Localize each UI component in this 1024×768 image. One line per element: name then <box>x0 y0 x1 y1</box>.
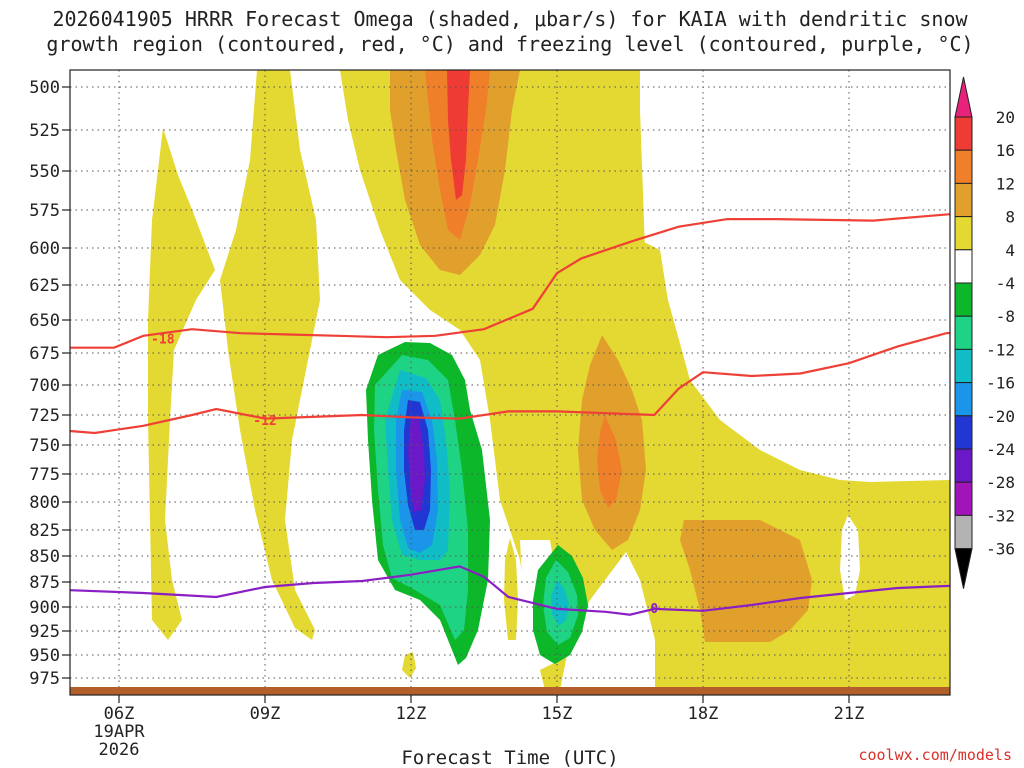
colorbar-label: 12 <box>996 174 1015 193</box>
colorbar-bottom-arrow <box>954 548 973 589</box>
x-tick-label: 15Z <box>542 704 573 724</box>
y-tick-label: 775 <box>29 465 60 485</box>
contour-freezing_level_0 <box>70 565 950 616</box>
contour-labels: -18 -12 0 <box>151 332 658 617</box>
x-tick-label: 21Z <box>834 704 865 724</box>
colorbar-swatch <box>954 149 973 184</box>
x-tick-label: 06Z <box>104 704 135 724</box>
colorbar-label: 20 <box>996 108 1015 127</box>
omega-shading <box>148 70 950 690</box>
plot-grid <box>70 70 950 695</box>
colorbar-swatch <box>954 182 973 218</box>
contour-lines <box>70 213 950 616</box>
colorbar-label: 16 <box>996 141 1015 160</box>
y-tick-label: 900 <box>29 598 60 618</box>
descent-core-15z-cyan <box>551 580 569 626</box>
colorbar-label: -8 <box>996 307 1015 326</box>
y-tick-label: 925 <box>29 622 60 642</box>
y-tick-label: 800 <box>29 493 60 513</box>
colorbar-swatch <box>954 282 973 317</box>
colorbar-label: 4 <box>1005 241 1015 260</box>
colorbar-swatch <box>954 348 973 384</box>
ground-surface-strip <box>70 687 950 695</box>
y-tick-label: 750 <box>29 436 60 456</box>
weak-ascent-blob-12z-sfc <box>402 652 416 678</box>
y-tick-label: 550 <box>29 162 60 182</box>
colorbar-label: -16 <box>986 374 1015 393</box>
x-tick-date-label: 19APR <box>93 722 145 742</box>
y-tick-label: 950 <box>29 646 60 666</box>
contour-dgz_-12 <box>70 331 950 435</box>
descent-core-12z-purple <box>408 418 425 512</box>
ascent-gold-lowlevel-east <box>680 520 812 642</box>
ascent-secondary-orange <box>597 415 622 508</box>
y-tick-label: 600 <box>29 239 60 259</box>
colorbar-swatch <box>954 514 973 550</box>
colorbar-label: 8 <box>1005 208 1015 227</box>
colorbar-swatch <box>954 116 973 151</box>
y-tick-label: 650 <box>29 311 60 331</box>
y-tick-label: 575 <box>29 201 60 221</box>
colorbar-label: -20 <box>986 407 1015 426</box>
y-tick-label: 850 <box>29 547 60 567</box>
y-tick-label: 500 <box>29 78 60 98</box>
no-vertical-motion-gap-east <box>840 515 860 600</box>
colorbar-label: -4 <box>996 274 1015 293</box>
chart-title-line1: 2026041905 HRRR Forecast Omega (shaded, … <box>52 7 968 31</box>
x-tick-year-label: 2026 <box>99 740 140 760</box>
y-tick-label: 825 <box>29 521 60 541</box>
y-tick-label: 675 <box>29 344 60 364</box>
colorbar-label: -28 <box>986 473 1015 492</box>
colorbar-label: -24 <box>986 440 1015 459</box>
contour-label-freezing: 0 <box>650 602 658 617</box>
credit-text: coolwx.com/models <box>858 746 1012 764</box>
colorbar-label: -12 <box>986 340 1015 359</box>
x-tick-label: 09Z <box>250 704 281 724</box>
colorbar-label: -36 <box>986 540 1015 559</box>
weak-ascent-sliver-14z <box>504 538 518 640</box>
colorbar-swatch <box>954 315 973 350</box>
x-axis-label: Forecast Time (UTC) <box>401 747 618 768</box>
colorbar-swatch <box>954 481 973 516</box>
x-tick-label: 18Z <box>688 704 719 724</box>
y-tick-label: 975 <box>29 669 60 689</box>
colorbar-swatch <box>954 415 973 450</box>
ascent-red-core <box>447 70 470 200</box>
chart-title-line2: growth region (contoured, red, °C) and f… <box>46 32 973 56</box>
x-tick-label: 12Z <box>396 704 427 724</box>
y-axis-ticks: 500 525 550 575 600 625 650 675 700 725 750 775 800 8… <box>29 78 70 689</box>
weak-ascent-band-0830-1030 <box>220 70 320 640</box>
y-tick-label: 625 <box>29 276 60 296</box>
y-tick-label: 875 <box>29 573 60 593</box>
colorbar-swatch <box>954 448 973 483</box>
colorbar-top-arrow <box>954 76 973 118</box>
plot-area <box>70 70 950 695</box>
colorbar-label: -32 <box>986 506 1015 525</box>
colorbar: 20 16 12 8 4 -4 -8 -12 -16 -20 -24 -28 -32 -36 <box>954 76 1015 589</box>
contour-label-minus18: -18 <box>151 332 175 347</box>
colorbar-swatch <box>954 249 973 284</box>
weak-ascent-band-west <box>148 128 215 640</box>
y-tick-label: 725 <box>29 406 60 426</box>
contour-label-minus12: -12 <box>253 414 276 429</box>
colorbar-swatch <box>954 382 973 417</box>
plot-frame <box>69 69 951 696</box>
contour-dgz_-18 <box>70 213 950 349</box>
weak-ascent-plume-lower <box>640 400 858 510</box>
colorbar-swatch <box>954 216 973 251</box>
y-tick-label: 700 <box>29 376 60 396</box>
y-tick-label: 525 <box>29 121 60 141</box>
